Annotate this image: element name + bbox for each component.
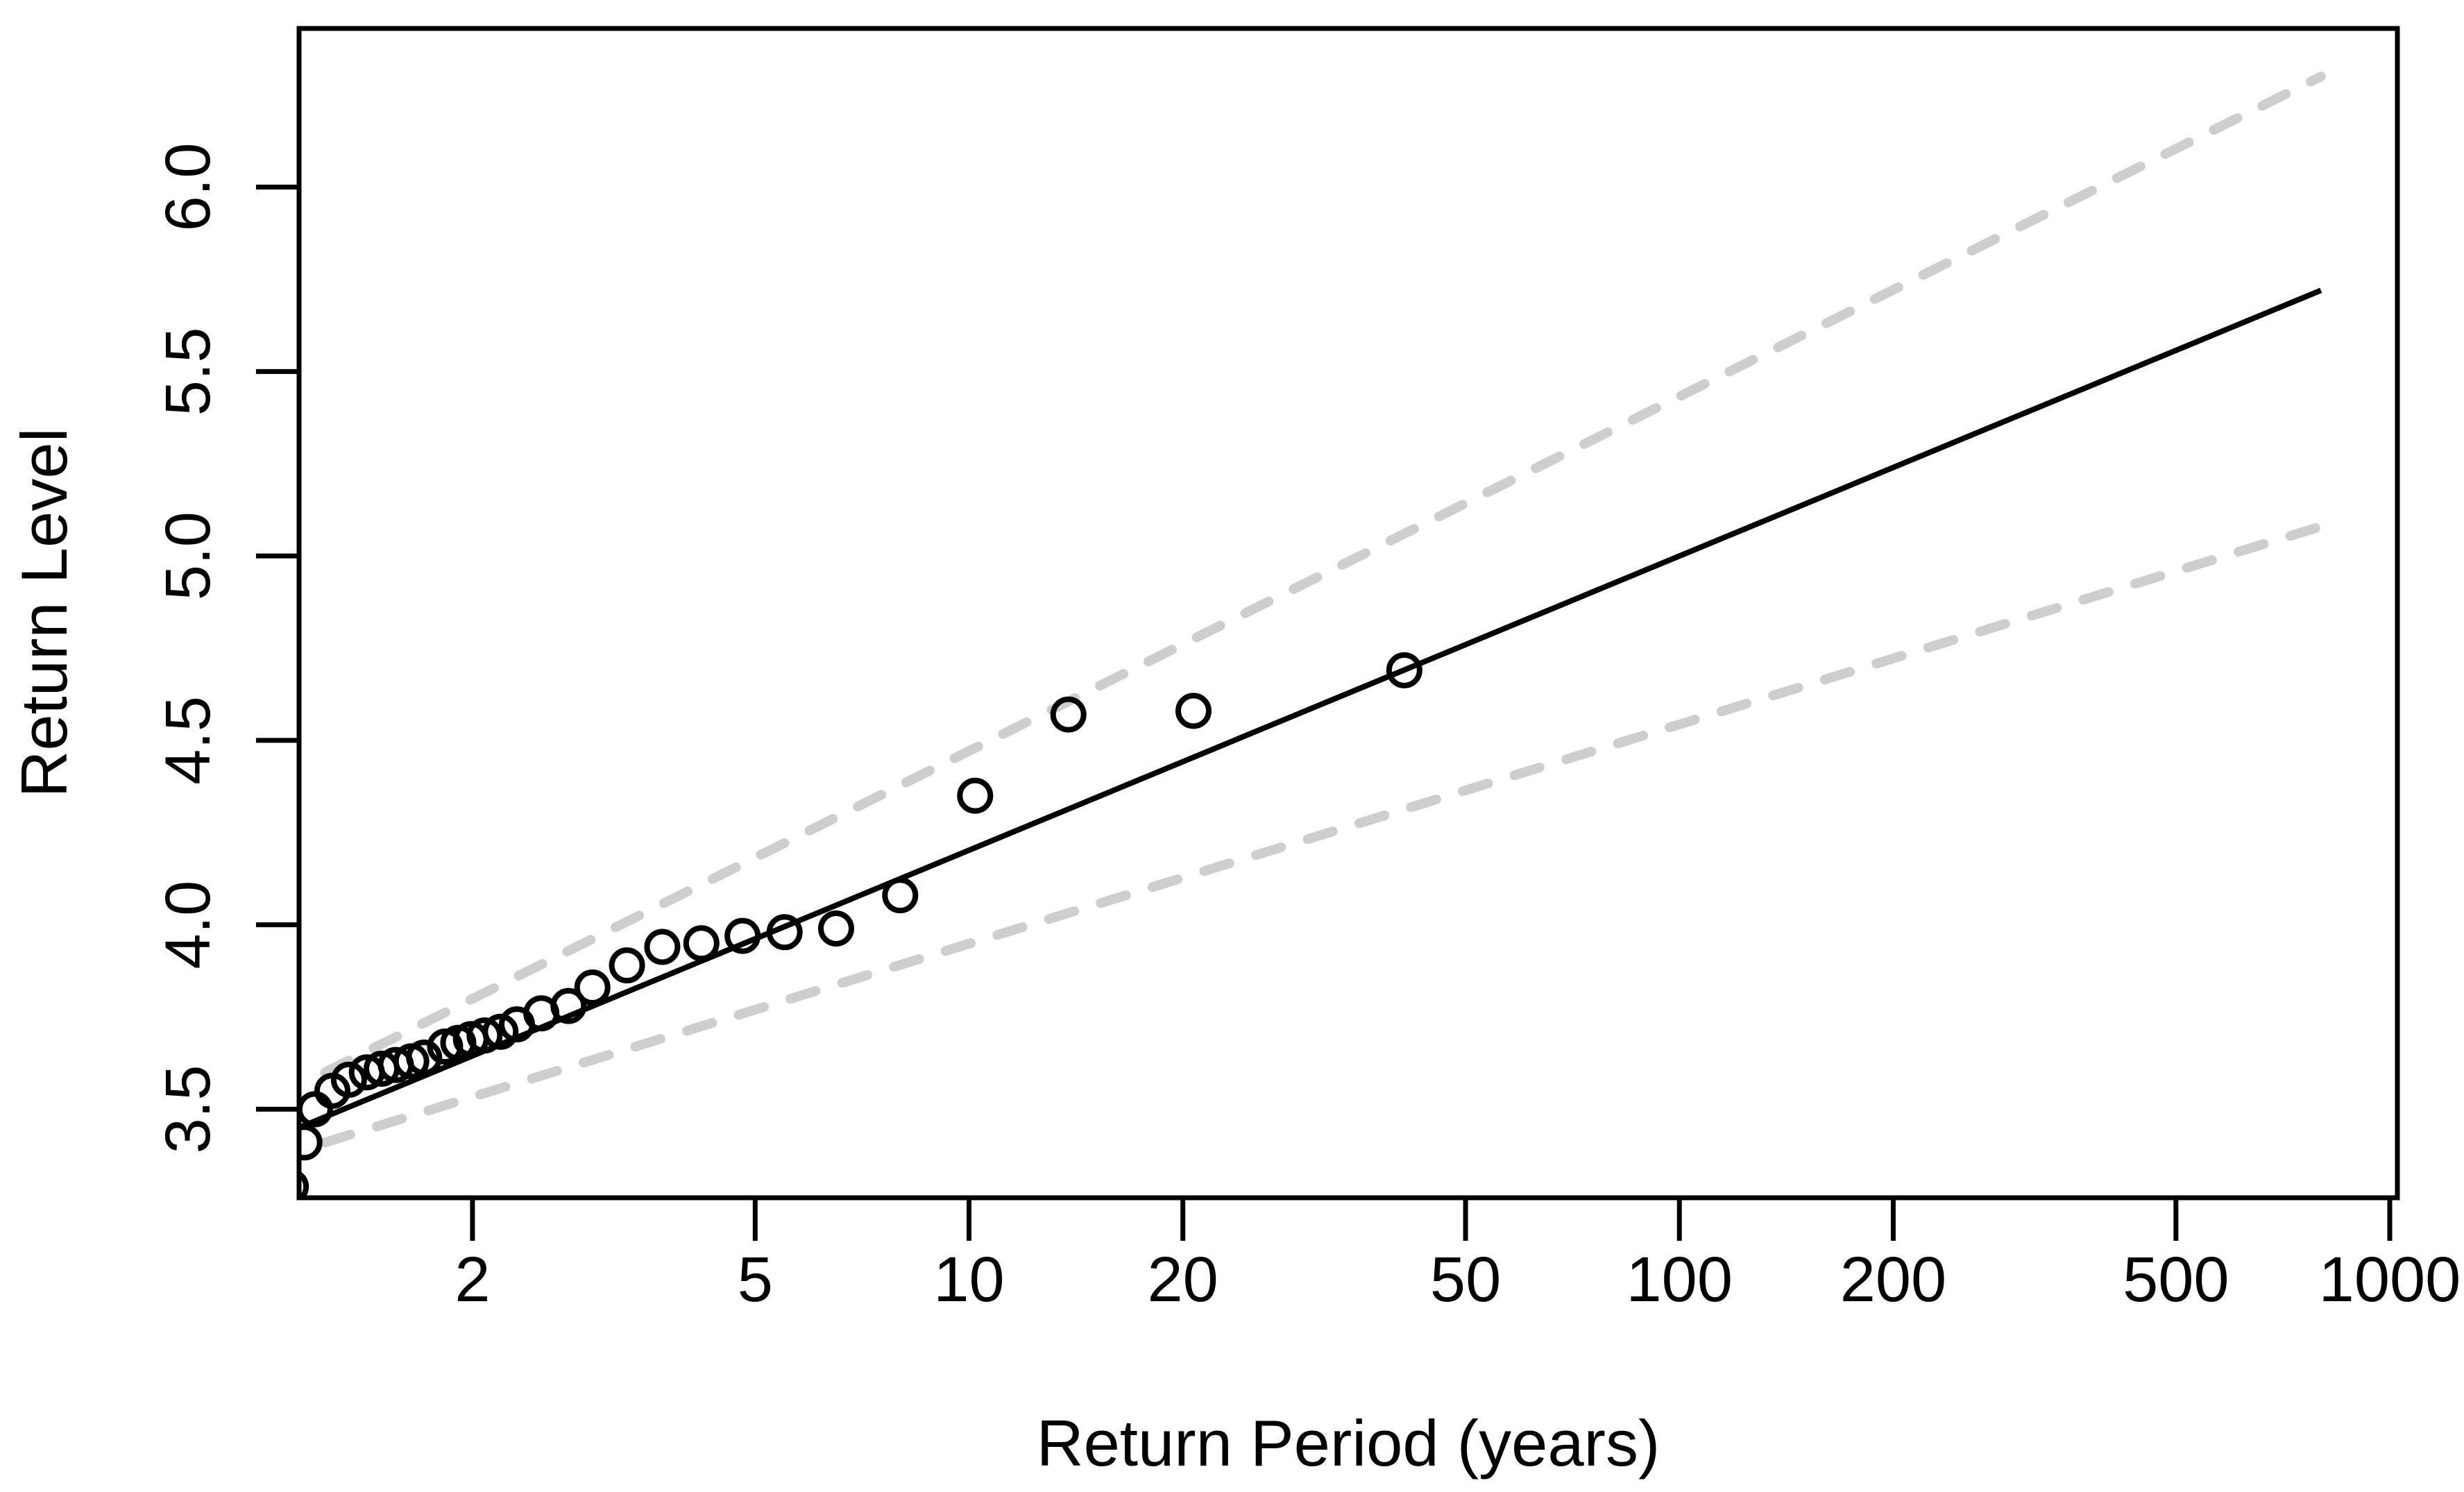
x-tick-label: 2 <box>454 1244 490 1315</box>
data-points-layer <box>299 652 1422 1198</box>
data-point <box>482 1013 519 1050</box>
data-point <box>550 987 587 1024</box>
data-point <box>299 1170 309 1198</box>
data-point <box>574 969 611 1006</box>
data-point <box>1175 693 1212 729</box>
data-point <box>299 1124 323 1161</box>
plot-border <box>296 26 2400 1201</box>
data-point <box>330 1061 367 1098</box>
x-tick-label: 5 <box>738 1244 773 1315</box>
confidence-band-lines <box>320 71 2326 1148</box>
y-tick-label: 6.0 <box>153 143 223 232</box>
x-tick-label: 20 <box>1148 1244 1218 1315</box>
x-tick-label: 1000 <box>2319 1244 2461 1315</box>
data-point <box>406 1040 443 1076</box>
x-axis: 2 5 10 20 50 100 200 500 1000 <box>454 1198 2461 1315</box>
confidence-upper-dashed-line <box>320 71 2326 1078</box>
x-tick-label: 10 <box>933 1244 1004 1315</box>
data-point <box>466 1017 503 1054</box>
fitted-line-layer <box>299 287 2322 1130</box>
y-axis-title: Return Level <box>8 428 80 798</box>
confidence-lower-dashed-line <box>320 521 2326 1148</box>
y-tick-label: 3.5 <box>153 1065 223 1153</box>
data-point <box>644 929 681 965</box>
x-tick-label: 50 <box>1430 1244 1501 1315</box>
x-tick-label: 200 <box>1840 1244 1947 1315</box>
x-tick-label: 500 <box>2123 1244 2229 1315</box>
fitted-return-level-curve-solid-line <box>299 287 2322 1130</box>
y-tick-label: 5.0 <box>153 511 223 600</box>
data-point <box>817 910 854 947</box>
y-tick-label: 4.0 <box>153 881 223 969</box>
y-axis: 3.5 4.0 4.5 5.0 5.5 6.0 <box>153 143 299 1153</box>
data-point <box>1386 652 1422 688</box>
y-tick-label: 4.5 <box>153 696 223 785</box>
x-axis-title: Return Period (years) <box>1037 1407 1660 1480</box>
x-tick-label: 100 <box>1626 1244 1733 1315</box>
data-point <box>683 925 720 962</box>
data-point <box>609 947 645 984</box>
data-point <box>766 914 803 951</box>
data-point <box>1050 696 1087 733</box>
data-point <box>724 917 761 954</box>
data-point <box>882 877 919 914</box>
y-tick-label: 5.5 <box>153 327 223 416</box>
data-point <box>957 777 994 814</box>
